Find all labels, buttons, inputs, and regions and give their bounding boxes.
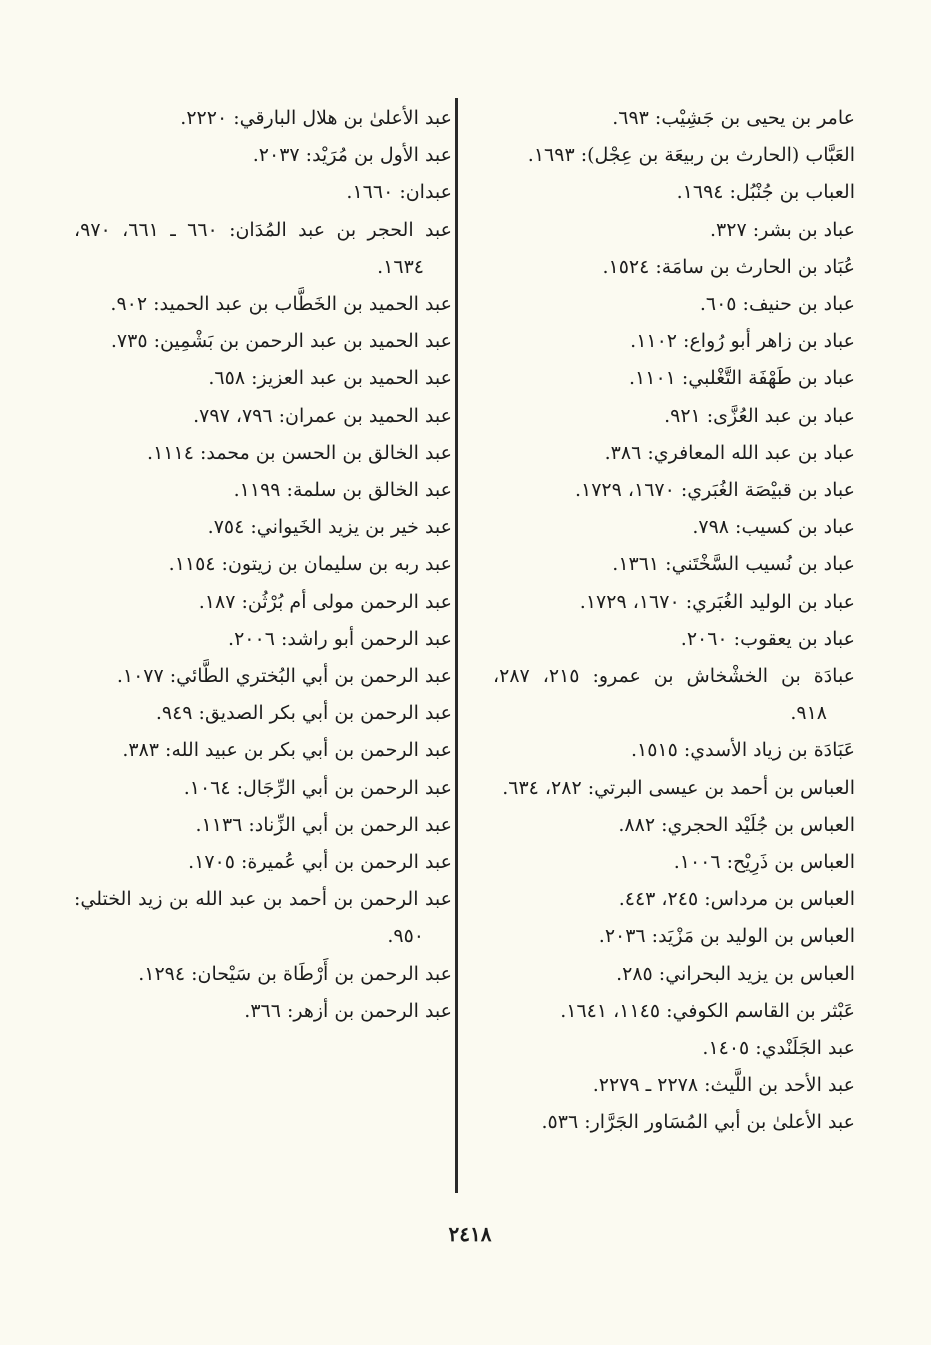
index-entry: عبد الحميد بن عبد الرحمن بن بَشْمِين: ٧٣… — [110, 330, 452, 353]
index-entry: عبدان: ١٦٦٠. — [346, 181, 452, 204]
index-entry: عبد الأحد بن اللَّيث: ٢٢٧٨ ـ ٢٢٧٩. — [592, 1074, 855, 1097]
index-entry: عبد الحميد بن عمران: ٧٩٦، ٧٩٧. — [193, 404, 452, 427]
index-entry: العَبَّاب (الحارث بن ربيعَة بن عِجْل): ١… — [527, 144, 855, 167]
index-entry: عبد الرحمن بن أزهر: ٣٦٦. — [244, 999, 452, 1022]
index-entry: عباد بن بشر: ٣٢٧. — [710, 218, 855, 241]
index-entry: عُبَاد بن الحارث بن سامَة: ١٥٢٤. — [602, 255, 855, 278]
index-column-left: عبد الأعلىٰ بن هلال البارقي: ٢٢٢٠. عبد ال… — [74, 100, 452, 1030]
index-entry: عباد بن عبد العُزَّى: ٩٢١. — [664, 404, 855, 427]
index-entry: عَبْثر بن القاسم الكوفي: ١١٤٥، ١٦٤١. — [560, 999, 855, 1022]
index-entry: العباس بن أحمد بن عيسى البرتي: ٢٨٢، ٦٣٤. — [502, 776, 855, 799]
index-entry: العباس بن ذَرِيْح: ١٠٠٦. — [673, 851, 855, 874]
index-entry: عبد الأول بن مُرَيْد: ٢٠٣٧. — [252, 144, 452, 167]
index-entry: عباد بن كسيب: ٧٩٨. — [692, 516, 855, 539]
index-entry: عبد الرحمن أبو راشد: ٢٠٠٦. — [228, 627, 452, 650]
index-entry: عبد الرحمن بن أبي الزِّناد: ١١٣٦. — [195, 813, 452, 836]
index-entry: عبد الحميد بن الخَطَّاب بن عبد الحميد: ٩… — [110, 293, 452, 316]
index-entry: عباد بن عبد الله المعافري: ٣٨٦. — [604, 441, 855, 464]
index-entry: عباد بن نُسيب السَّخْتَني: ١٣٦١. — [612, 553, 855, 576]
index-entry: عبد الحجر بن عبد المُدَان: ٦٦٠ ـ ٦٦١، ٩٧… — [74, 218, 452, 278]
index-entry: عباد بن قبيْصَة الغُبَري: ١٦٧٠، ١٧٢٩. — [574, 479, 855, 502]
column-divider — [455, 98, 458, 1193]
index-entry: عبد الخالق بن الحسن بن محمد: ١١١٤. — [147, 441, 452, 464]
index-entry: العباس بن يزيد البحراني: ٢٨٥. — [616, 962, 855, 985]
index-entry: عباد بن حنيف: ٦٠٥. — [699, 293, 855, 316]
index-entry: عبد خير بن يزيد الخَيواني: ٧٥٤. — [207, 516, 452, 539]
index-entry: عبد الحميد بن عبد العزيز: ٦٥٨. — [208, 367, 452, 390]
index-entry: عبد الرحمن مولى أم بُرْثُن: ١٨٧. — [198, 590, 452, 613]
index-entry: عبد الرحمن بن أبي الرِّجَال: ١٠٦٤. — [183, 776, 452, 799]
index-entry: عبد الخالق بن سلمة: ١١٩٩. — [233, 479, 452, 502]
index-entry: عامر بن يحيى بن جَشِيْب: ٦٩٣. — [612, 107, 855, 129]
index-entry: العباب بن جُنْبُل: ١٦٩٤. — [676, 181, 855, 204]
index-entry: عبد الرحمن بن أبي بكر الصديق: ٩٤٩. — [155, 702, 452, 725]
index-entry: عَبَادَة بن زياد الأسدي: ١٥١٥. — [630, 739, 855, 762]
index-entry: العباس بن مرداس: ٢٤٥، ٤٤٣. — [618, 888, 855, 911]
index-entry: عبد الرحمن بن أبي بكر بن عبيد الله: ٣٨٣. — [122, 739, 452, 762]
index-entry: عباد بن الوليد الغُبَري: ١٦٧٠، ١٧٢٩. — [579, 590, 855, 613]
page-number: ٢٤١٨ — [448, 1222, 492, 1246]
index-entry: العباس بن جُلَيْد الحجري: ٨٨٢. — [618, 813, 855, 836]
index-entry: عباد بن طَهْفَة التَّغْلبي: ١١٠١. — [628, 367, 855, 390]
index-entry: عباد بن زاهر أبو رُواع: ١١٠٢. — [630, 330, 855, 353]
index-entry: عبد الرحمن بن أَرْطَاة بن سَيْحان: ١٢٩٤. — [138, 962, 452, 985]
index-entry: العباس بن الوليد بن مَزْيَد: ٢٠٣٦. — [598, 925, 855, 948]
index-entry: عبد الأعلىٰ بن أبي المُسَاور الجَرَّار: … — [541, 1111, 856, 1134]
index-entry: عبد الأعلىٰ بن هلال البارقي: ٢٢٢٠. — [180, 107, 452, 129]
index-entry: عبد ربه بن سليمان بن زيتون: ١١٥٤. — [168, 553, 452, 576]
index-entry: عبد الرحمن بن أبي عُميرة: ١٧٠٥. — [188, 851, 452, 874]
index-entry: عبد الجَلَنْدي: ١٤٠٥. — [702, 1037, 855, 1060]
index-entry: عبادَة بن الخشْخاش بن عمرو: ٢١٥، ٢٨٧، ٩١… — [493, 665, 856, 725]
index-column-right: عامر بن يحيى بن جَشِيْب: ٦٩٣. العَبَّاب (… — [493, 100, 855, 1142]
index-entry: عبد الرحمن بن أبي البُختري الطَّائي: ١٠٧… — [116, 665, 452, 688]
index-entry: عباد بن يعقوب: ٢٠٦٠. — [680, 627, 855, 650]
index-entry: عبد الرحمن بن أحمد بن عبد الله بن زيد ال… — [74, 888, 452, 948]
